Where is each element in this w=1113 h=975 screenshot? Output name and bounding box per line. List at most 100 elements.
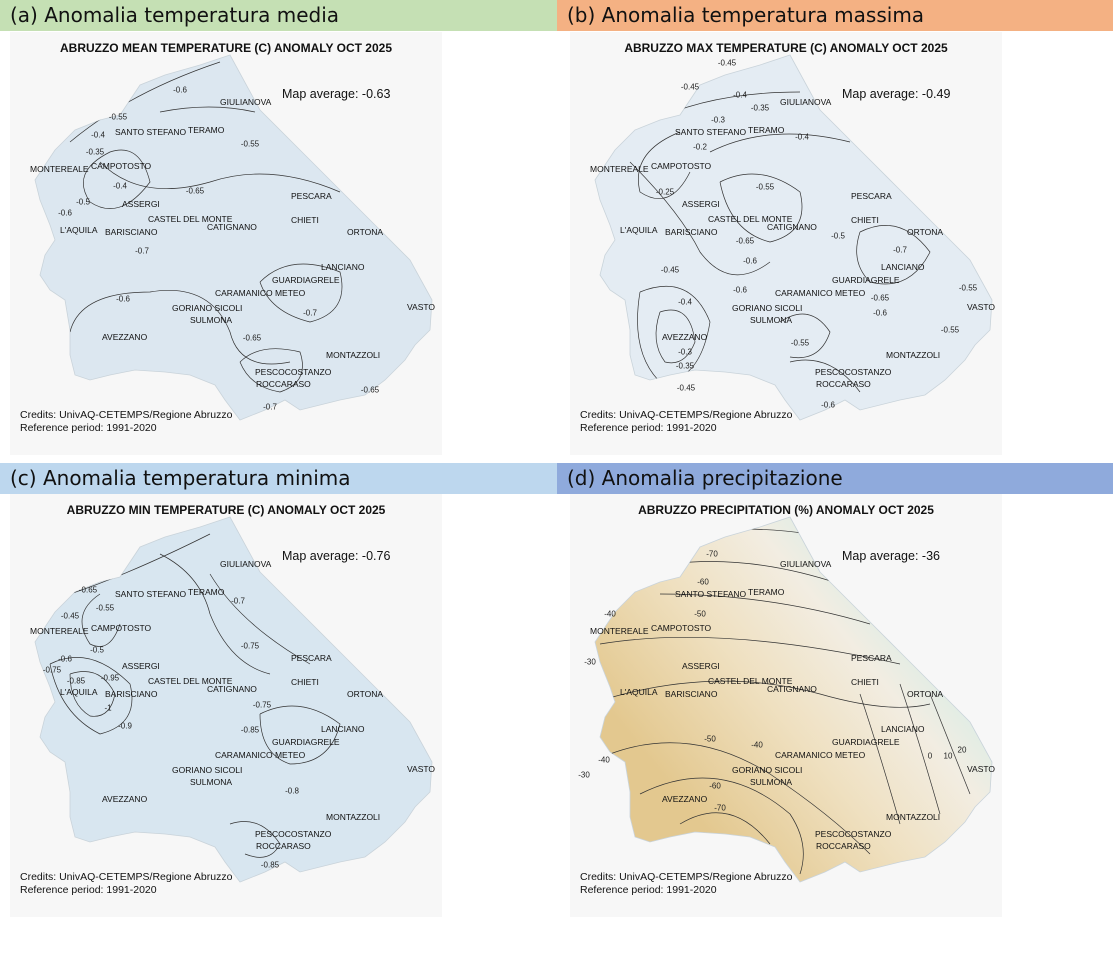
map-average: Map average: -0.76 [282, 549, 391, 563]
map-title: ABRUZZO MIN TEMPERATURE (C) ANOMALY OCT … [66, 503, 386, 517]
city-label: ASSERGI [682, 199, 720, 209]
city-label: ASSERGI [122, 199, 160, 209]
panel-header: (d) Anomalia precipitazione [557, 463, 1113, 494]
city-label: SANTO STEFANO [115, 589, 187, 599]
credits-text: Credits: UnivAQ-CETEMPS/Regione Abruzzo [580, 409, 793, 421]
contour-label: -0.7 [135, 246, 149, 256]
city-label: ORTONA [347, 689, 384, 699]
city-label: GORIANO SICOLI [172, 303, 243, 313]
contour-label: 20 [957, 745, 967, 755]
contour-line [69, 533, 211, 595]
contour-line [659, 593, 871, 625]
city-label: GORIANO SICOLI [732, 765, 803, 775]
contour-line [595, 680, 931, 708]
contour-line [81, 593, 121, 647]
contour-line [859, 693, 901, 825]
contour-label: -40 [751, 740, 763, 750]
city-label: CHIETI [851, 677, 879, 687]
city-label: CAMPOTOSTO [91, 623, 152, 633]
contour-line [929, 693, 971, 795]
contour-label: -0.35 [750, 103, 770, 113]
contour-label: -0.6 [821, 400, 835, 410]
contour-line [259, 705, 341, 765]
city-label: TERAMO [748, 125, 785, 135]
city-label: CATIGNANO [767, 222, 817, 232]
city-label: GORIANO SICOLI [732, 303, 803, 313]
city-label: ORTONA [907, 227, 944, 237]
city-label: CARAMANICO METEO [215, 288, 306, 298]
contour-label: -60 [709, 781, 721, 791]
city-label: BARISCIANO [105, 227, 158, 237]
region-map [34, 516, 433, 883]
city-label: CARAMANICO METEO [775, 288, 866, 298]
contour-label: -0.6 [116, 294, 130, 304]
contour-label: -0.85 [260, 860, 280, 870]
credits-text: Credits: UnivAQ-CETEMPS/Regione Abruzzo [20, 409, 233, 421]
contour-label: -0.9 [118, 721, 132, 731]
contour-line [69, 61, 221, 143]
contour-label: -0.2 [693, 142, 707, 152]
reference-period: Reference period: 1991-2020 [580, 884, 717, 896]
map-panel: ABRUZZO PRECIPITATION (%) ANOMALY OCT 20… [570, 494, 1002, 917]
city-label: BARISCIANO [105, 689, 158, 699]
city-label: PESCARA [851, 653, 892, 663]
city-label: BARISCIANO [665, 227, 718, 237]
contour-label: -60 [697, 577, 709, 587]
reference-period: Reference period: 1991-2020 [20, 884, 157, 896]
contour-label: -0.5 [76, 197, 90, 207]
panel-header: (c) Anomalia temperatura minima [0, 463, 557, 494]
region-outline [34, 54, 433, 421]
region-outline [34, 516, 433, 883]
contour-label: -0.3 [711, 115, 725, 125]
city-label: AVEZZANO [102, 794, 148, 804]
contour-label: -50 [694, 609, 706, 619]
region-outline [594, 516, 993, 883]
city-label: CATIGNANO [207, 222, 257, 232]
city-label: CAMPOTOSTO [91, 161, 152, 171]
city-label: ASSERGI [682, 661, 720, 671]
city-label: VASTO [967, 302, 996, 312]
contour-label: -0.7 [231, 596, 245, 606]
city-label: PESCOCOSTANZO [255, 829, 332, 839]
city-label: SULMONA [750, 777, 793, 787]
contour-label: -0.55 [958, 283, 978, 293]
contour-label: -0.55 [240, 139, 260, 149]
region-map [34, 54, 433, 421]
region-map [594, 54, 993, 421]
contour-label: -0.75 [42, 665, 62, 675]
contour-label: -0.7 [263, 402, 277, 412]
city-label: CASTEL DEL MONTE [708, 214, 793, 224]
city-label: AVEZZANO [662, 794, 708, 804]
reference-period: Reference period: 1991-2020 [580, 422, 717, 434]
city-label: CATIGNANO [207, 684, 257, 694]
contour-label: -0.55 [940, 325, 960, 335]
contour-label: -0.5 [90, 645, 104, 655]
city-label: CATIGNANO [767, 684, 817, 694]
contour-label: -0.55 [95, 603, 115, 613]
contour-label: -0.6 [733, 285, 747, 295]
map-panel: ABRUZZO MAX TEMPERATURE (C) ANOMALY OCT … [570, 32, 1002, 455]
contour-line [709, 133, 851, 153]
city-label: VASTO [407, 764, 436, 774]
contour-line [719, 173, 803, 243]
contour-label: -0.35 [675, 361, 695, 371]
panel-header: (b) Anomalia temperatura massima [557, 0, 1113, 31]
city-label: SULMONA [190, 315, 233, 325]
credits-block: Credits: UnivAQ-CETEMPS/Regione Abruzzo R… [20, 409, 232, 435]
contour-label: -0.4 [113, 181, 127, 191]
city-label: MONTAZZOLI [326, 350, 381, 360]
map-average: Map average: -36 [842, 549, 940, 563]
region-map [594, 516, 993, 883]
map-title: ABRUZZO MEAN TEMPERATURE (C) ANOMALY OCT… [59, 41, 393, 55]
contour-label: -70 [714, 803, 726, 813]
contour-label: -1 [104, 703, 112, 713]
contour-label: -0.6 [743, 256, 757, 266]
city-label: MONTAZZOLI [886, 812, 941, 822]
credits-text: Credits: UnivAQ-CETEMPS/Regione Abruzzo [580, 871, 793, 883]
contour-label: -0.75 [252, 700, 272, 710]
city-label: ROCCARASO [816, 841, 871, 851]
city-label: CASTEL DEL MONTE [148, 214, 233, 224]
city-label: L'AQUILA [60, 687, 98, 697]
city-label: PESCOCOSTANZO [815, 367, 892, 377]
contour-line [779, 313, 831, 359]
